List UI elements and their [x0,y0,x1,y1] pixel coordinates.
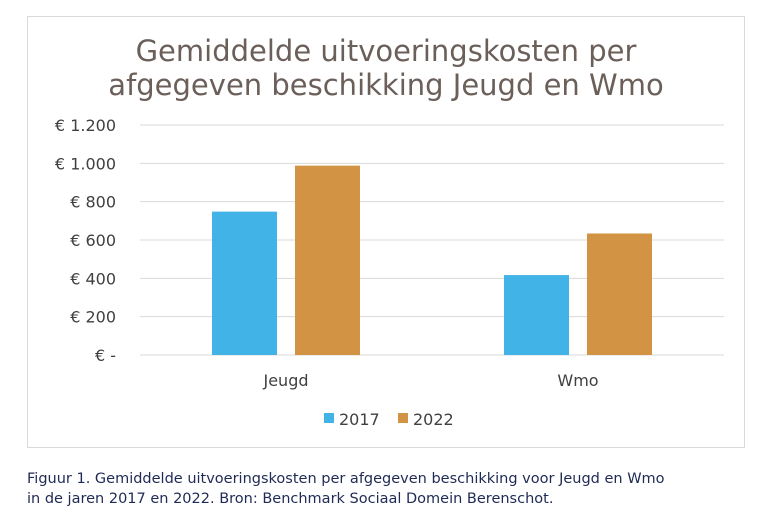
y-tick-label: € - [95,346,116,365]
legend-label-2017: 2017 [339,410,380,429]
x-category-label: Jeugd [262,371,308,390]
chart-title-line-1: Gemiddelde uitvoeringskosten per [135,34,637,68]
caption-line-1: Figuur 1. Gemiddelde uitvoeringskosten p… [27,471,665,487]
legend-label-2022: 2022 [413,410,454,429]
bar-wmo-2022 [587,233,652,355]
y-tick-label: € 1.000 [55,154,116,173]
y-tick-label: € 1.200 [55,116,116,135]
y-tick-label: € 800 [70,193,116,212]
bar-jeugd-2017 [212,211,277,355]
legend-swatch-2022 [398,413,408,423]
figure-caption: Figuur 1. Gemiddelde uitvoeringskosten p… [27,469,757,509]
x-axis-category-labels: Jeugd Wmo [262,371,598,390]
chart-title: Gemiddelde uitvoeringskosten per afgegev… [27,34,745,102]
chart-frame [27,16,745,448]
legend-swatch-2017 [324,413,334,423]
legend: 2017 2022 [324,410,454,429]
bar-wmo-2017 [504,275,569,355]
y-tick-label: € 200 [70,308,116,327]
y-axis-tick-labels: € - € 200 € 400 € 600 € 800 € 1.000 € 1.200 [55,116,116,365]
y-tick-label: € 600 [70,231,116,250]
bars [212,165,652,355]
chart-title-line-2: afgegeven beschikking Jeugd en Wmo [108,68,664,102]
caption-line-2: in de jaren 2017 en 2022. Bron: Benchmar… [27,491,554,507]
y-tick-label: € 400 [70,269,116,288]
bar-jeugd-2022 [295,165,360,355]
x-category-label: Wmo [557,371,598,390]
